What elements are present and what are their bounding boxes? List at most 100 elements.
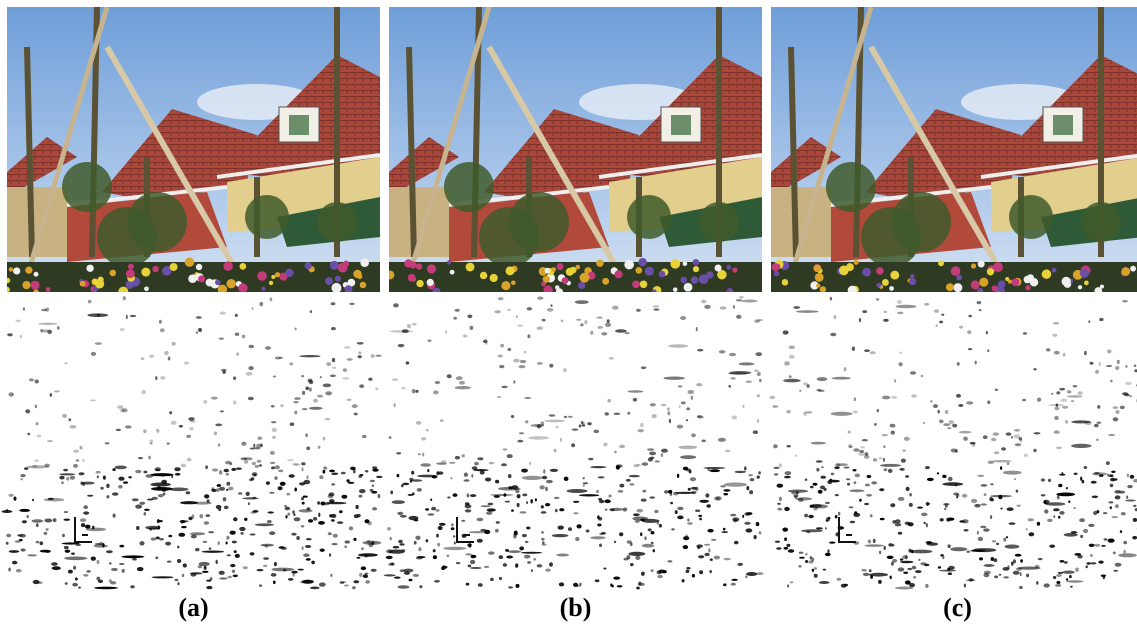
error-dot — [148, 456, 151, 460]
flower — [1042, 269, 1052, 279]
error-dot — [835, 515, 838, 518]
error-dot — [1052, 334, 1057, 337]
error-dot — [179, 425, 183, 428]
error-dot — [433, 390, 439, 394]
flower — [126, 269, 135, 278]
error-dot — [246, 492, 250, 496]
error-dot — [977, 301, 982, 304]
error-dot — [14, 497, 17, 501]
error-dot — [1064, 533, 1078, 537]
flower — [938, 260, 944, 266]
error-dot — [810, 505, 815, 508]
error-dot — [917, 507, 923, 509]
error-dot — [115, 466, 127, 470]
error-dot — [668, 344, 688, 348]
error-dot — [490, 578, 494, 581]
error-dot — [630, 563, 634, 566]
error-dot — [757, 394, 760, 397]
error-dot — [862, 310, 867, 313]
error-dot — [517, 325, 523, 327]
error-dot — [329, 553, 331, 557]
error-dot — [263, 557, 269, 560]
error-dot — [699, 570, 703, 574]
error-dot — [64, 557, 87, 561]
error-dot — [44, 498, 64, 501]
error-dot — [637, 509, 644, 513]
error-dot — [250, 552, 255, 555]
flower — [890, 271, 899, 280]
error-dot — [686, 419, 688, 421]
error-dot — [833, 315, 836, 319]
error-dot — [729, 385, 731, 388]
flower — [118, 287, 128, 297]
error-dot — [594, 430, 600, 434]
error-dot — [1048, 479, 1051, 482]
flower — [13, 267, 20, 274]
error-dot — [436, 534, 439, 538]
error-dot — [898, 497, 905, 501]
error-dot — [340, 581, 347, 583]
error-dot — [723, 489, 730, 492]
error-dot — [1098, 561, 1103, 564]
flower — [1080, 269, 1089, 278]
flower — [732, 267, 737, 272]
flower — [335, 276, 341, 282]
error-dot — [911, 550, 913, 554]
error-dot — [1084, 351, 1087, 355]
flower — [466, 263, 475, 272]
error-dot — [320, 549, 325, 552]
error-dot — [530, 499, 533, 503]
error-dot — [1056, 493, 1075, 497]
error-dot — [441, 460, 446, 463]
foliage — [444, 162, 494, 212]
error-dot — [541, 505, 544, 508]
error-dot — [75, 544, 81, 546]
error-dot — [1041, 494, 1046, 496]
error-dot — [1133, 505, 1136, 507]
error-dot — [280, 482, 286, 486]
error-dot — [957, 362, 960, 366]
flower — [1100, 285, 1104, 289]
flower — [814, 265, 821, 272]
error-dot — [235, 333, 240, 336]
error-dot — [1020, 572, 1022, 576]
error-dot — [456, 562, 460, 564]
error-dot — [524, 397, 531, 399]
error-dot — [526, 527, 530, 530]
error-dot — [259, 302, 263, 306]
error-dot — [550, 469, 558, 472]
error-dot — [597, 515, 600, 519]
error-dot — [397, 512, 403, 515]
error-dot — [749, 490, 753, 494]
error-dot — [918, 559, 920, 561]
error-dot — [597, 326, 603, 329]
error-dot — [323, 470, 326, 474]
error-dot — [1005, 545, 1020, 549]
error-dot — [882, 434, 888, 436]
error-dot — [230, 531, 236, 535]
error-dot — [664, 490, 669, 494]
error-dot — [310, 310, 312, 313]
error-dot — [1095, 370, 1099, 374]
error-dot — [633, 398, 637, 402]
error-dot — [202, 551, 224, 553]
error-dot — [274, 562, 277, 566]
error-dot — [477, 518, 484, 522]
error-dot — [1115, 366, 1119, 370]
error-dot — [294, 488, 297, 492]
error-dot — [1011, 436, 1013, 439]
error-dot — [555, 509, 558, 513]
error-dot — [1051, 393, 1053, 395]
error-dot — [789, 375, 792, 378]
error-dot — [1099, 474, 1104, 477]
error-dot — [402, 483, 409, 486]
error-dot — [994, 451, 999, 454]
error-dot — [190, 532, 205, 535]
error-dot — [190, 420, 196, 423]
error-dot — [659, 524, 662, 528]
error-dot — [339, 510, 343, 513]
error-dot — [940, 518, 944, 521]
error-dot — [376, 476, 382, 478]
error-dot — [499, 577, 502, 580]
error-dot — [614, 541, 616, 543]
